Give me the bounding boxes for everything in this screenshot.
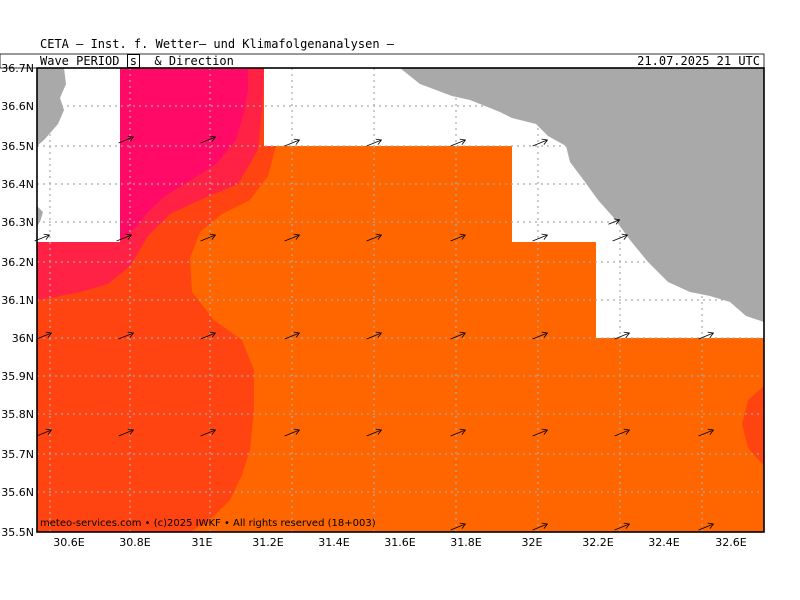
- lat-label: 35.9N: [1, 370, 34, 383]
- map-title: CETA – Inst. f. Wetter– und Klimafolgena…: [40, 37, 395, 51]
- lon-label: 31.4E: [318, 536, 349, 549]
- arrow-icon: [200, 233, 217, 242]
- direction-arrows: [34, 135, 715, 531]
- arrow-icon: [614, 428, 631, 437]
- lat-label: 35.6N: [1, 486, 34, 499]
- latitude-labels: 35.5N 35.6N 35.7N 35.8N 35.9N 36N 36.1N 36.2N 36…: [1, 62, 34, 539]
- valid-time: 21.07.2025 21 UTC: [637, 54, 760, 68]
- arrow-icon: [284, 233, 301, 242]
- arrow-icon: [200, 135, 217, 144]
- lon-label: 31E: [192, 536, 213, 549]
- period-band-high: [120, 68, 248, 240]
- arrow-icon: [284, 428, 301, 437]
- lon-label: 31.2E: [252, 536, 283, 549]
- product-name: Wave_PERIOD: [40, 54, 120, 68]
- map-frame: [36, 67, 765, 533]
- arrow-icon: [614, 331, 631, 340]
- arrow-icon: [698, 522, 715, 531]
- arrow-icon: [532, 331, 549, 340]
- lon-label: 31.6E: [384, 536, 415, 549]
- lat-label: 36N: [12, 332, 34, 345]
- period-band-mid-east: [742, 386, 764, 466]
- arrow-icon: [118, 331, 135, 340]
- lon-label: 31.8E: [450, 536, 481, 549]
- arrow-icon: [698, 331, 715, 340]
- arrow-icon: [200, 428, 217, 437]
- lat-label: 35.8N: [1, 408, 34, 421]
- lat-label: 36.7N: [1, 62, 34, 75]
- arrow-icon: [450, 428, 467, 437]
- lat-label: 35.5N: [1, 526, 34, 539]
- arrow-icon: [450, 233, 467, 242]
- lat-lon-grid: [37, 68, 764, 532]
- arrow-icon: [532, 138, 549, 147]
- lon-label: 32.6E: [715, 536, 746, 549]
- arrow-icon: [366, 331, 383, 340]
- lat-label: 36.3N: [1, 216, 34, 229]
- arrow-icon: [116, 233, 133, 242]
- lat-label: 36.2N: [1, 256, 34, 269]
- arrow-icon: [36, 331, 53, 340]
- arrow-icon: [532, 522, 549, 531]
- lon-label: 32.2E: [582, 536, 613, 549]
- longitude-labels: 30.6E 30.8E 31E 31.2E 31.4E 31.6E 31.8E 32E 32.2…: [53, 536, 746, 549]
- arrow-icon: [450, 331, 467, 340]
- lon-label: 30.6E: [53, 536, 84, 549]
- arrow-icon: [366, 138, 383, 147]
- lat-label: 36.5N: [1, 140, 34, 153]
- lon-label: 32.4E: [648, 536, 679, 549]
- lat-label: 35.7N: [1, 448, 34, 461]
- arrow-icon: [118, 428, 135, 437]
- lat-label: 36.4N: [1, 178, 34, 191]
- arrow-icon: [284, 331, 301, 340]
- arrow-icon: [118, 135, 135, 144]
- arrow-icon: [284, 138, 301, 147]
- arrow-icon: [450, 138, 467, 147]
- arrow-icon: [450, 522, 467, 531]
- land-turkey: [37, 68, 764, 322]
- lon-label: 30.8E: [119, 536, 150, 549]
- land-western-cape: [37, 68, 66, 146]
- arrow-icon: [612, 233, 629, 242]
- arrow-icon: [532, 233, 549, 242]
- arrow-icon: [614, 522, 631, 531]
- arrow-icon: [608, 218, 621, 225]
- arrow-icon: [36, 428, 53, 437]
- arrow-icon: [532, 428, 549, 437]
- arrow-icon: [698, 428, 715, 437]
- arrow-icon: [366, 233, 383, 242]
- lat-label: 36.1N: [1, 294, 34, 307]
- header-strip: [0, 53, 765, 69]
- lat-label: 36.6N: [1, 100, 34, 113]
- arrow-icon: [200, 331, 217, 340]
- land-islet: [37, 206, 43, 226]
- copyright-credit: meteo-services.com • (c)2025 IWKF • All …: [40, 518, 376, 529]
- arrow-icon: [366, 428, 383, 437]
- product-label: Wave_PERIOD s _&_Direction: [40, 54, 234, 68]
- product-suffix: _&_Direction: [147, 54, 234, 68]
- lon-label: 32E: [522, 536, 543, 549]
